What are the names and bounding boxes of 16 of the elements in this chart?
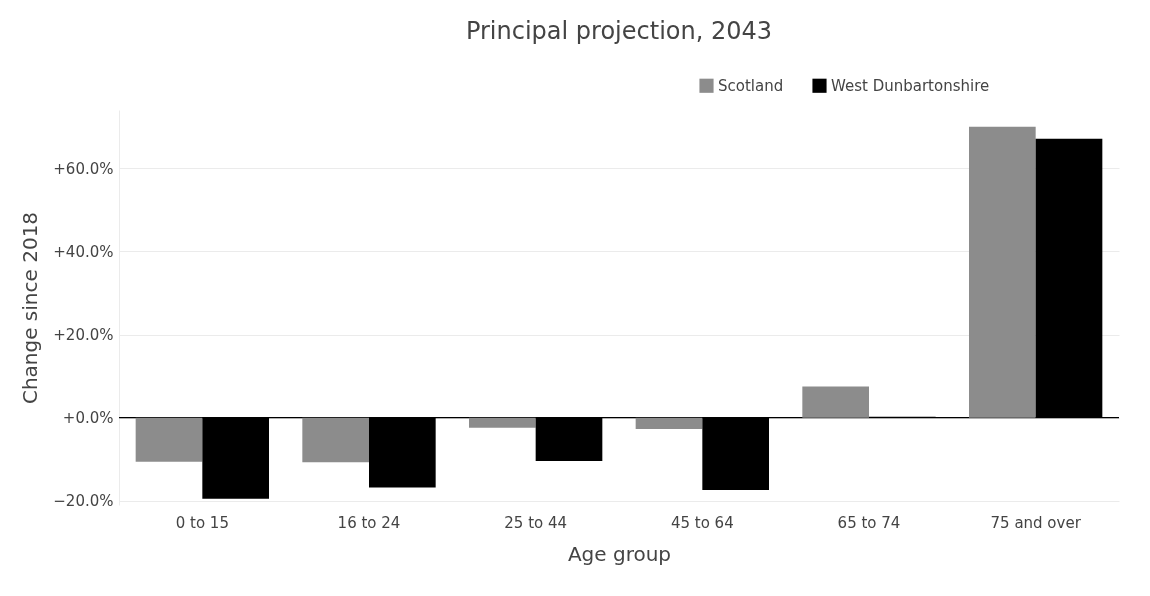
x-tick-label: 75 and over <box>990 513 1082 532</box>
y-tick-label: +20.0% <box>53 326 114 345</box>
y-tick-label: +40.0% <box>53 242 114 261</box>
y-tick-label: −20.0% <box>53 492 114 511</box>
x-tick-label: 65 to 74 <box>837 513 901 532</box>
chart-title: Principal projection, 2043 <box>465 17 773 45</box>
y-tick-label: +0.0% <box>62 409 114 428</box>
x-tick-label: 0 to 15 <box>175 513 229 532</box>
x-axis-title: Age group <box>567 541 672 566</box>
y-axis-title: Change since 2018 <box>18 211 43 405</box>
y-tick-label: +60.0% <box>53 159 114 178</box>
legend-label: West Dunbartonshire <box>831 76 990 95</box>
x-tick-label: 25 to 44 <box>504 513 568 532</box>
legend-label: Scotland <box>718 76 784 95</box>
x-tick-label: 16 to 24 <box>337 513 401 532</box>
x-tick-label: 45 to 64 <box>670 513 734 532</box>
